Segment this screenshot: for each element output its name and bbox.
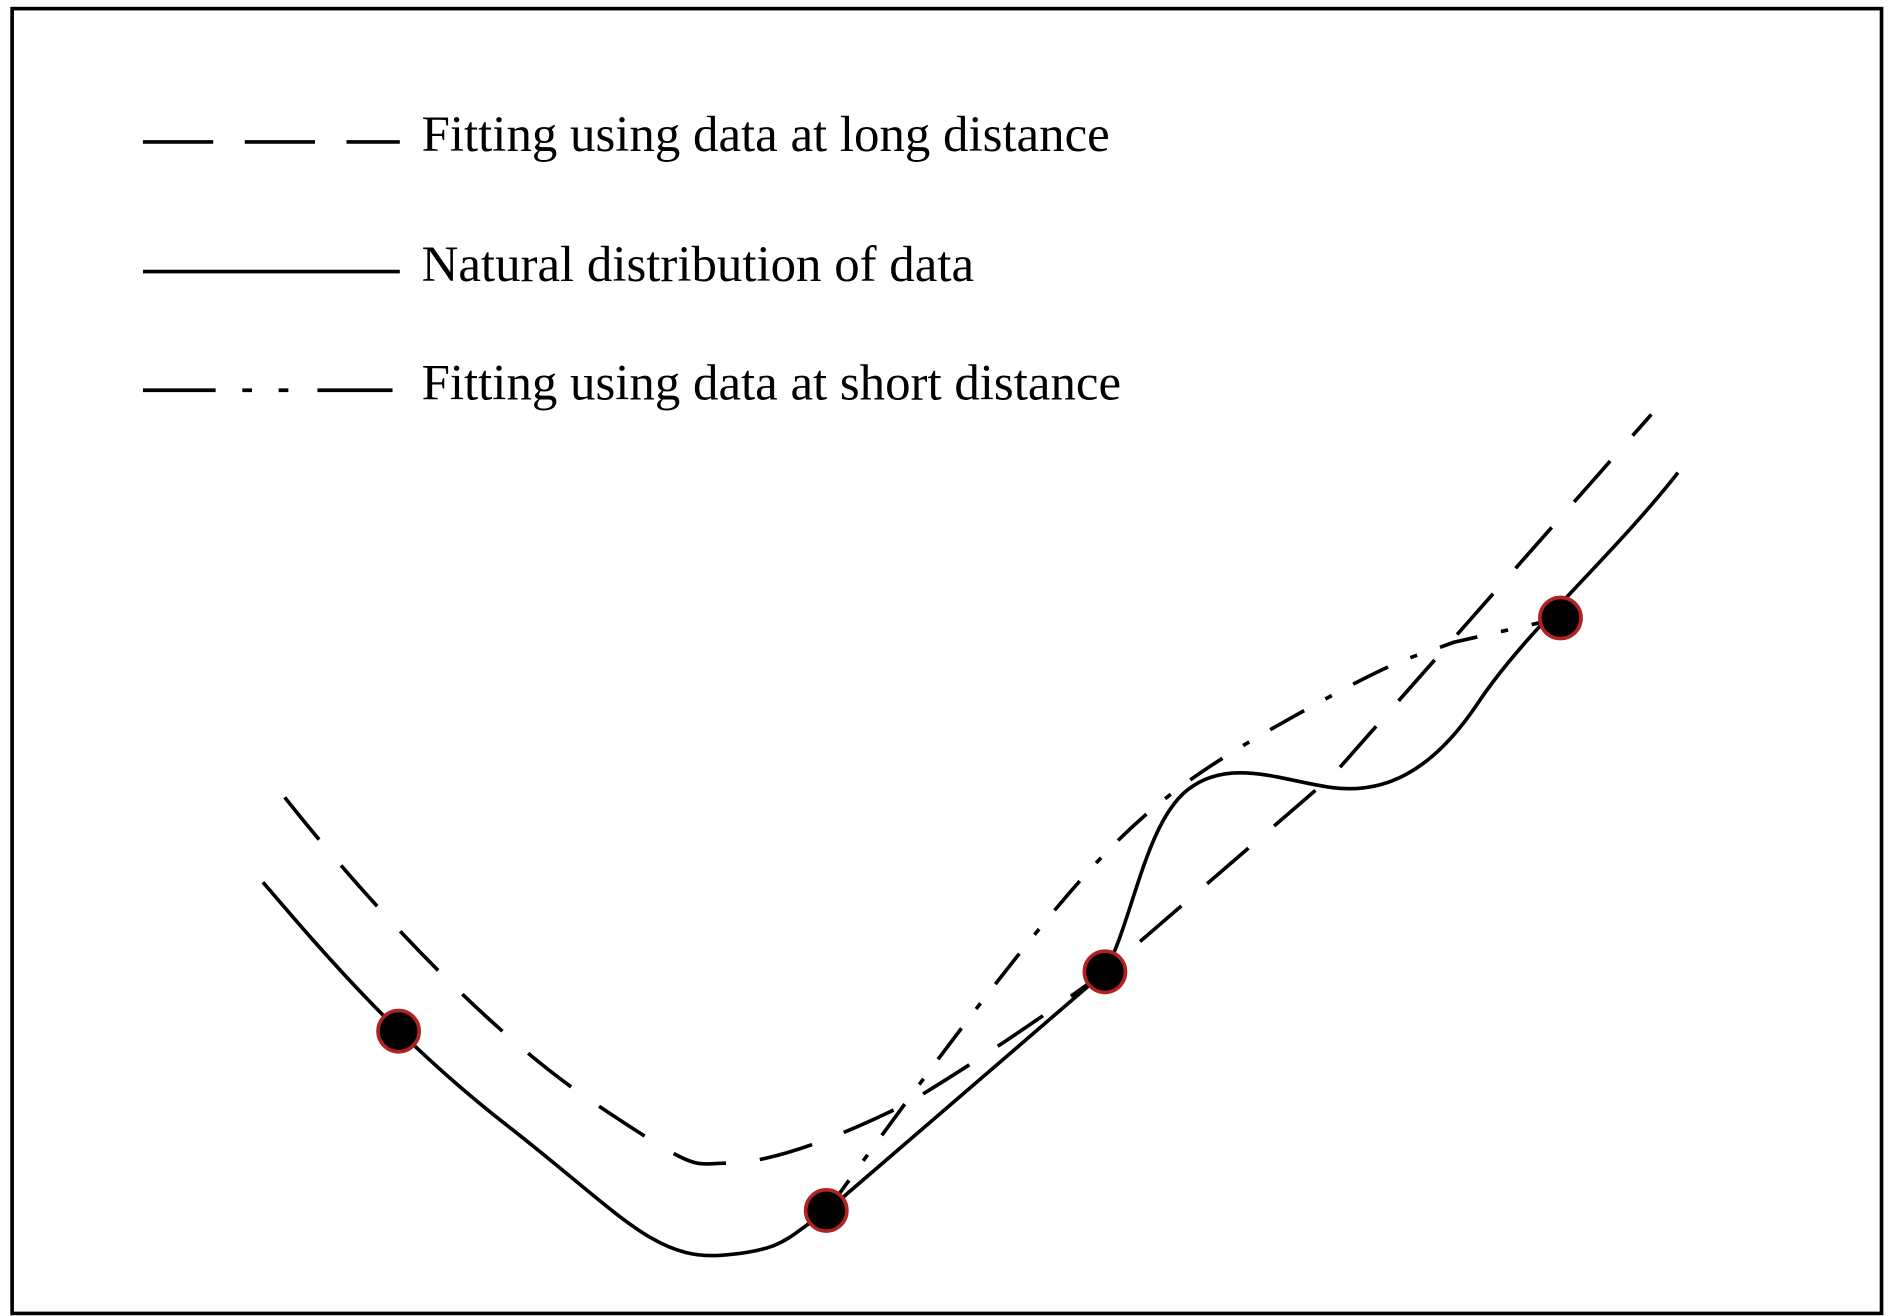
long-distance-fit xyxy=(283,413,1653,1166)
data-point xyxy=(803,1188,849,1233)
legend-label: Fitting using data at short distance xyxy=(422,355,1121,411)
short-distance-fit xyxy=(824,616,1561,1213)
legend-label: Natural distribution of data xyxy=(422,237,974,293)
legend-label: Fitting using data at long distance xyxy=(422,107,1110,163)
frame xyxy=(10,6,1884,1316)
data-point xyxy=(376,1008,422,1054)
data-point xyxy=(1538,595,1583,641)
data-point xyxy=(1082,949,1128,995)
natural-curve xyxy=(261,471,1680,1258)
